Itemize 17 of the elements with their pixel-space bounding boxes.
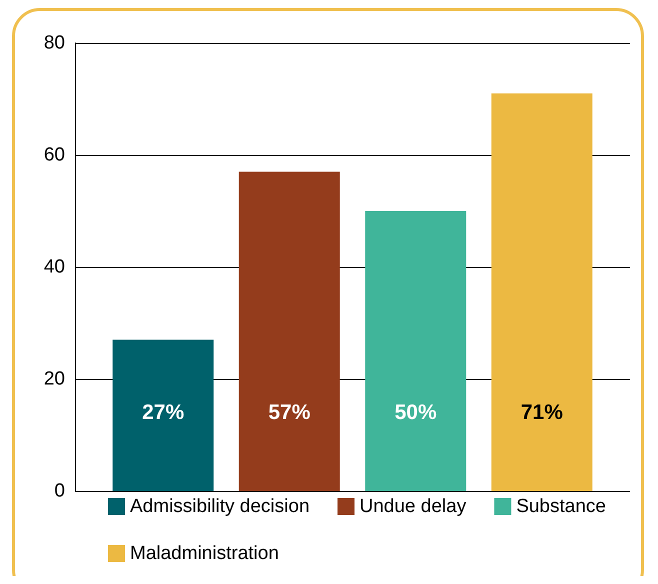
legend-label: Maladministration bbox=[130, 543, 279, 564]
y-tick-label: 40 bbox=[44, 256, 65, 278]
bar bbox=[365, 211, 466, 491]
legend-label: Undue delay bbox=[360, 496, 467, 517]
bar bbox=[491, 93, 592, 491]
y-tick-label: 20 bbox=[44, 368, 65, 390]
y-tick-label: 0 bbox=[54, 480, 65, 502]
data-label: 71% bbox=[520, 401, 564, 424]
data-label: 50% bbox=[394, 401, 437, 424]
data-label: 57% bbox=[268, 401, 311, 424]
legend-label: Substance bbox=[516, 496, 606, 517]
y-tick-label: 80 bbox=[44, 32, 65, 54]
bar bbox=[238, 172, 340, 491]
data-label: 27% bbox=[142, 401, 184, 424]
bar bbox=[112, 340, 214, 491]
legend-label: Admissibility decision bbox=[130, 496, 310, 517]
y-tick-label: 60 bbox=[44, 144, 65, 166]
